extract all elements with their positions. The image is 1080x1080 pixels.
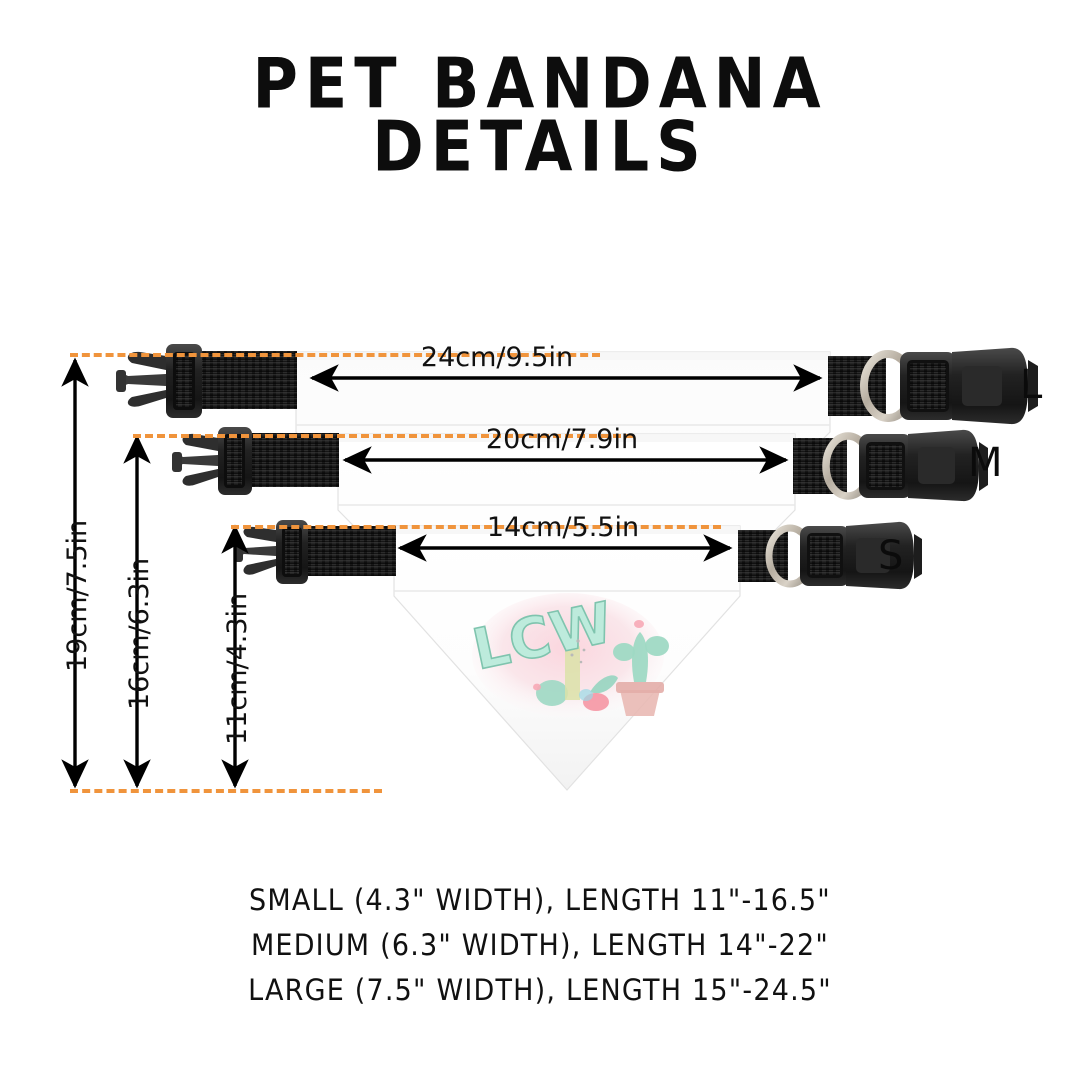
dimension-label-large: 24cm/9.5in (421, 342, 573, 373)
horizontal-dimension-arrows (309, 364, 823, 562)
collar-hardware-left-large (116, 344, 297, 418)
dimension-label-drop-large: 19cm/7.5in (62, 520, 93, 672)
collar-hardware-right-small (738, 521, 922, 590)
dimension-label-small-text: 14cm/5.5in (486, 512, 640, 543)
dimension-label-medium-text: 20cm/7.9in (485, 424, 639, 455)
dimension-label-medium: 20cm/7.9in (486, 424, 638, 455)
collar-hardware-right-large (828, 347, 1038, 425)
size-chart-text: SMALL (4.3" WIDTH), LENGTH 11"-16.5" MED… (0, 878, 1080, 1013)
guide-line-top-large (70, 353, 600, 357)
dimension-label-small: 14cm/5.5in (487, 512, 639, 543)
dimension-label-large-text: 24cm/9.5in (420, 342, 574, 373)
collar-hardware-left-medium (172, 427, 339, 495)
vertical-dimension-arrows (61, 357, 249, 789)
dimension-label-drop-medium-text: 16cm/6.3in (124, 557, 155, 710)
size-label-large: L (1020, 362, 1043, 408)
dimension-label-drop-small: 11cm/4.3in (222, 593, 253, 745)
size-chart-line-small: SMALL (4.3" WIDTH), LENGTH 11"-16.5" (249, 883, 831, 918)
collar-hardware-right-medium (793, 429, 988, 502)
size-label-small: S (878, 533, 904, 579)
guide-line-baseline (70, 789, 382, 793)
dimension-label-drop-large-text: 19cm/7.5in (62, 519, 93, 672)
collar-hardware-left-small (234, 520, 396, 584)
bandana-small: LCW (234, 520, 922, 791)
dimension-label-drop-small-text: 11cm/4.3in (222, 592, 253, 745)
guide-line-top-medium (133, 434, 633, 438)
dimension-label-drop-medium: 16cm/6.3in (124, 558, 155, 710)
guide-line-top-small (231, 525, 721, 529)
size-label-medium: M (968, 440, 1003, 486)
size-chart-line-medium: MEDIUM (6.3" WIDTH), LENGTH 14"-22" (250, 928, 830, 963)
bandana-logo: LCW (466, 589, 669, 717)
size-chart-line-large: LARGE (7.5" WIDTH), LENGTH 15"-24.5" (248, 973, 832, 1008)
